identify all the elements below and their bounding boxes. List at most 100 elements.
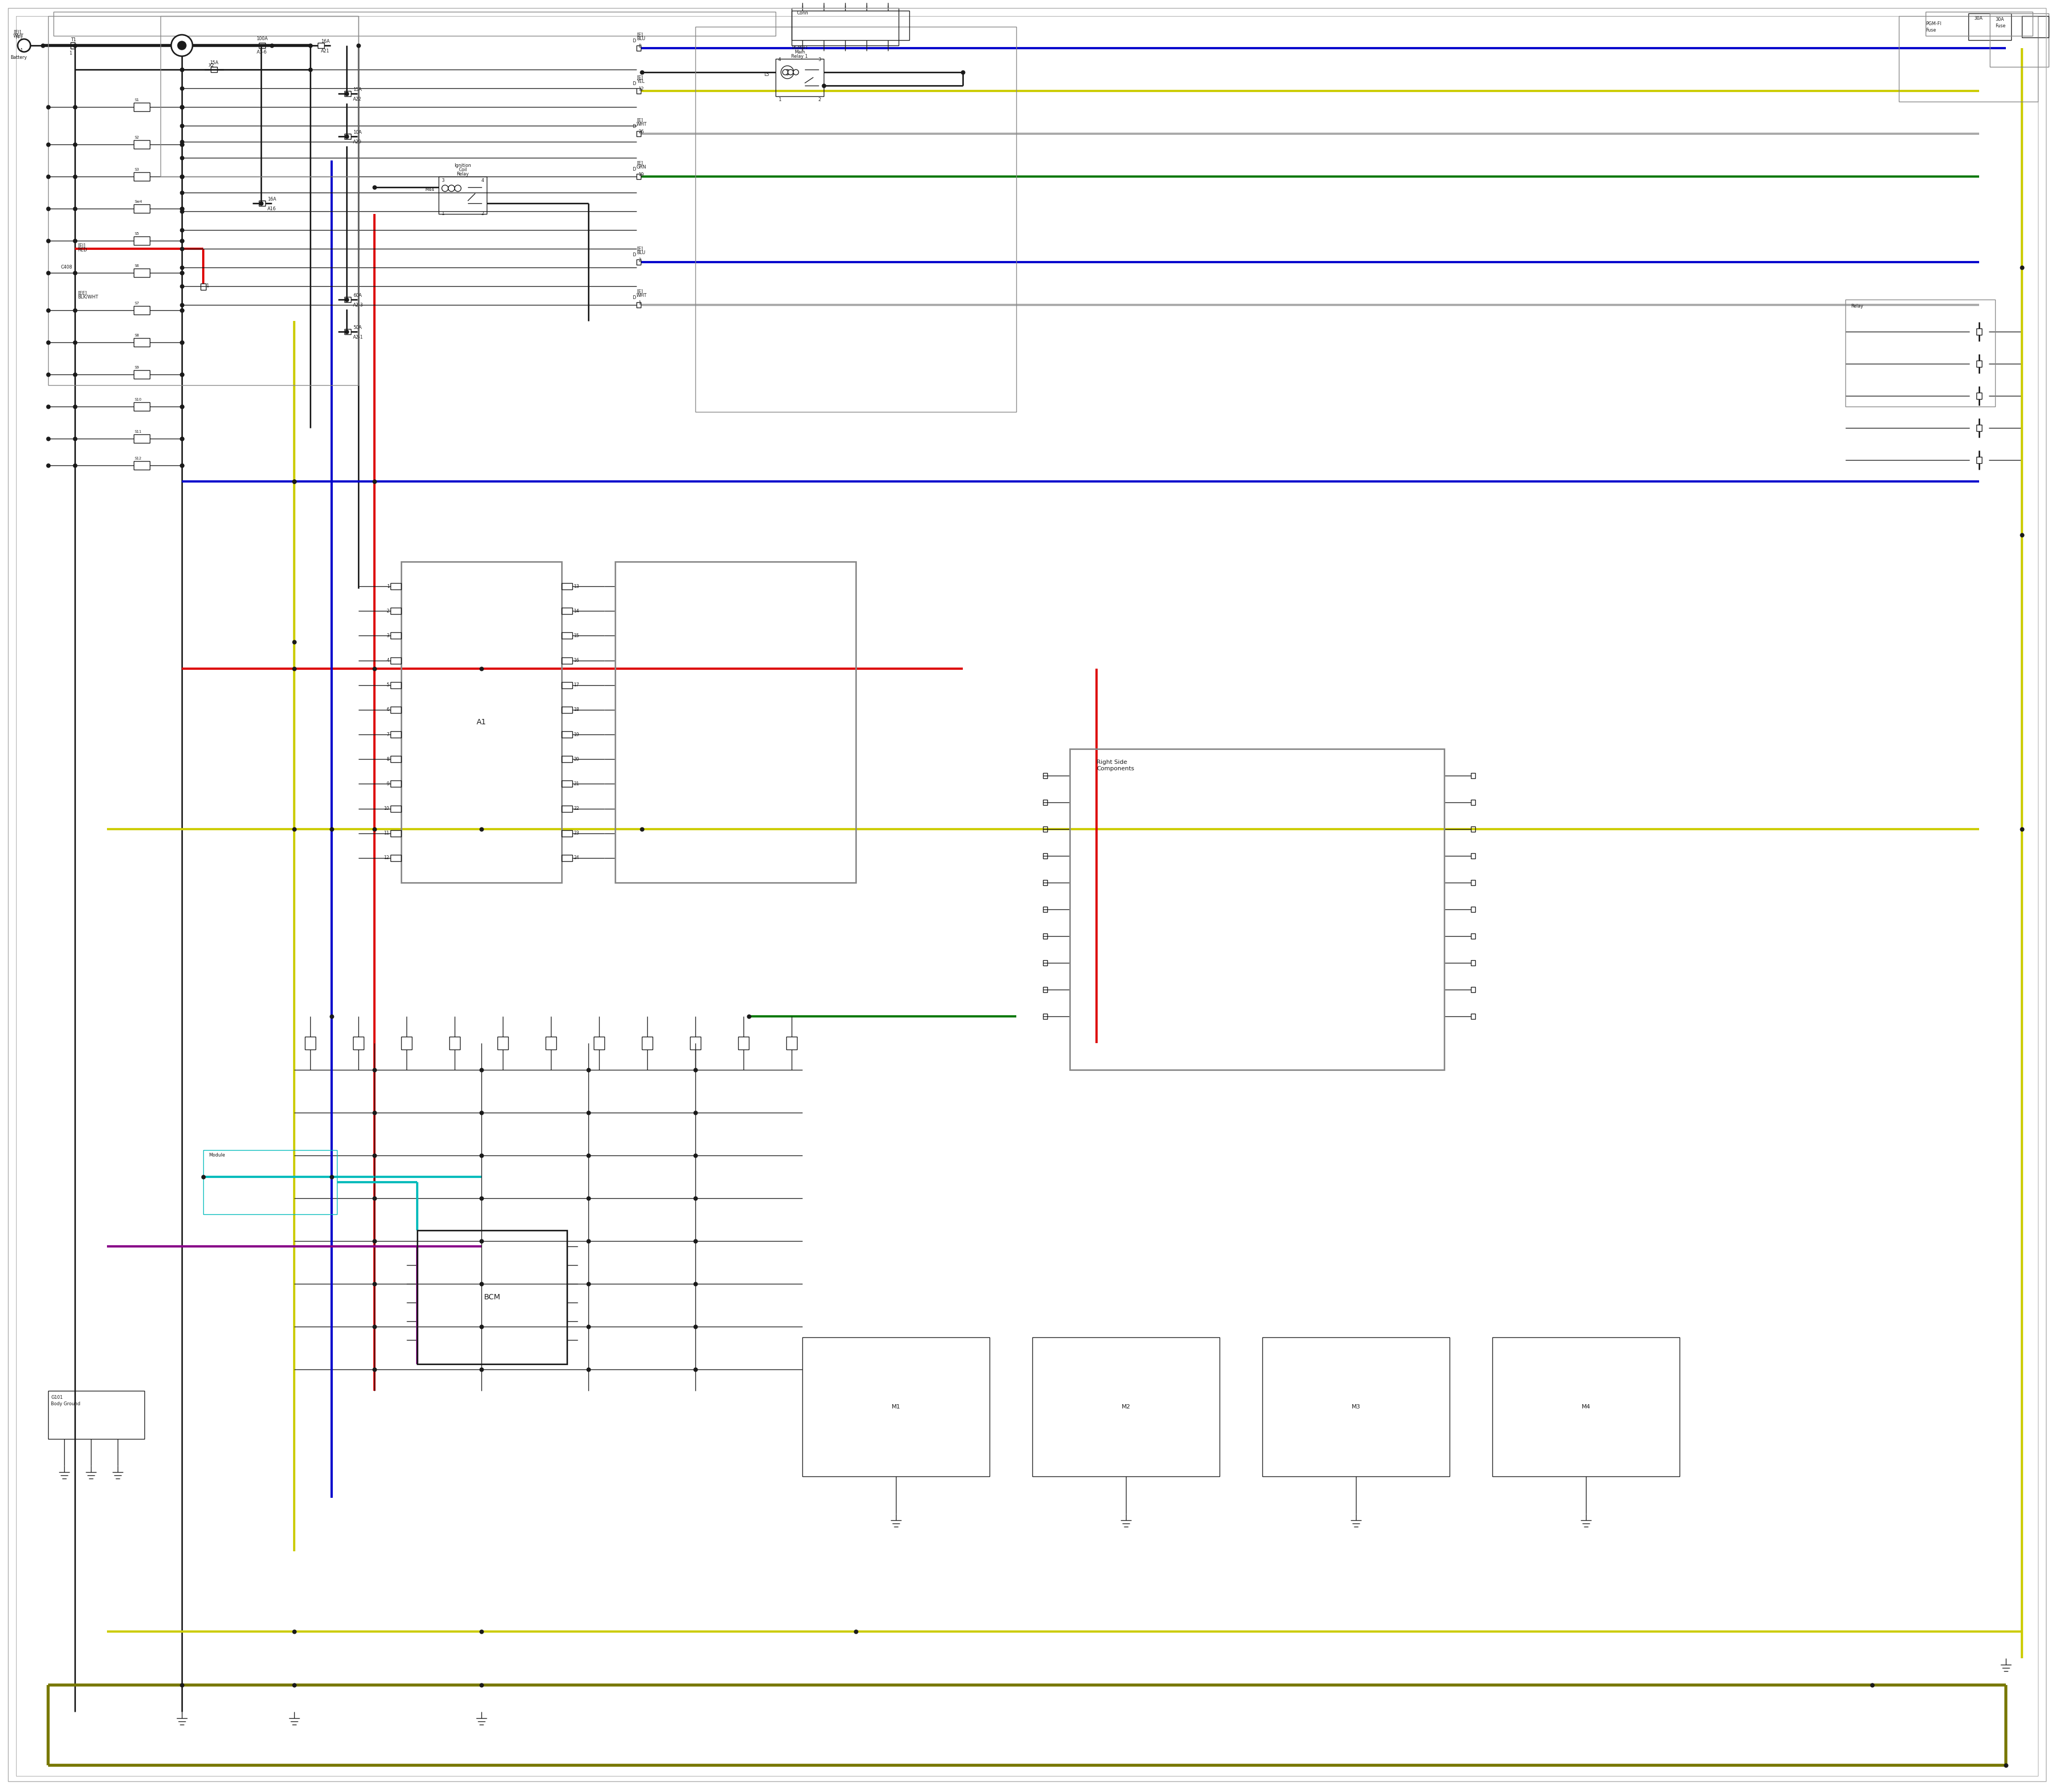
Text: [EJ]: [EJ] [78, 244, 86, 249]
Bar [390, 633, 401, 640]
Text: D: D [633, 167, 635, 172]
Bar [1471, 987, 1475, 993]
Bar [561, 607, 573, 615]
Bar [1976, 425, 1982, 432]
Text: 8: 8 [386, 756, 390, 762]
Text: 2: 2 [817, 97, 822, 102]
Bar [1471, 961, 1475, 966]
Text: 19: 19 [639, 172, 643, 177]
Text: BCM: BCM [485, 1294, 501, 1301]
Text: 26: 26 [639, 129, 643, 134]
Text: M44: M44 [425, 186, 433, 192]
Bar [47, 16, 357, 385]
Text: PGM-FI: PGM-FI [1927, 22, 1941, 27]
Bar [134, 102, 150, 111]
Bar [318, 43, 325, 48]
Bar [737, 1038, 750, 1050]
Text: X2: X2 [210, 63, 214, 68]
Bar [440, 177, 487, 213]
Bar [390, 731, 401, 738]
Text: 17: 17 [573, 683, 579, 688]
Text: A2-1: A2-1 [353, 335, 364, 340]
Bar [1043, 1014, 1048, 1020]
Bar [1043, 961, 1048, 966]
Bar [1493, 1337, 1680, 1477]
Text: Body Ground: Body Ground [51, 1401, 80, 1407]
Bar [1471, 772, 1475, 778]
Text: S8: S8 [136, 333, 140, 337]
Text: 2: 2 [386, 609, 390, 613]
Bar [450, 1038, 460, 1050]
Text: 23: 23 [573, 831, 579, 835]
Text: C408: C408 [60, 265, 72, 269]
Text: Fuse: Fuse [1927, 29, 1937, 32]
Text: 24: 24 [573, 855, 579, 860]
Text: 6: 6 [386, 708, 390, 711]
Bar [1043, 772, 1048, 778]
Bar [47, 1391, 144, 1439]
Text: A21: A21 [320, 48, 329, 54]
Text: Conn: Conn [797, 11, 809, 16]
Text: 100A: 100A [257, 36, 267, 41]
Bar [134, 269, 150, 278]
Bar [201, 283, 205, 290]
Bar [1927, 13, 2033, 36]
Text: 15A: 15A [210, 61, 218, 65]
Bar [134, 140, 150, 149]
Bar [1968, 13, 2011, 39]
Bar [70, 43, 74, 48]
Bar [1844, 299, 1994, 407]
Bar [1043, 880, 1048, 885]
Bar [561, 781, 573, 787]
Circle shape [793, 70, 799, 75]
Text: Battery: Battery [10, 56, 27, 59]
Bar [1471, 1014, 1475, 1020]
Bar [134, 401, 150, 410]
Bar [345, 134, 351, 140]
Circle shape [454, 185, 460, 192]
Text: 4: 4 [778, 57, 781, 63]
Text: S1: S1 [136, 99, 140, 102]
Bar [353, 1038, 364, 1050]
Bar [1043, 907, 1048, 912]
Bar [641, 1038, 653, 1050]
Text: M4: M4 [1582, 1405, 1590, 1410]
Bar [1976, 457, 1982, 464]
Text: L5: L5 [764, 72, 768, 77]
Bar [561, 582, 573, 590]
Bar [1471, 907, 1475, 912]
Text: S6: S6 [136, 263, 140, 267]
Text: D: D [633, 38, 635, 43]
Text: D: D [633, 296, 635, 299]
Bar [390, 781, 401, 787]
Text: S12: S12 [136, 457, 142, 461]
Text: S5: S5 [136, 233, 140, 235]
Bar [1471, 799, 1475, 805]
Text: S10: S10 [136, 398, 142, 401]
Text: D: D [633, 81, 635, 86]
Bar [390, 683, 401, 688]
Text: D: D [633, 124, 635, 129]
Circle shape [18, 39, 31, 52]
Text: WHT: WHT [637, 122, 647, 127]
Text: 12: 12 [639, 86, 643, 91]
Bar [1898, 16, 2038, 102]
Text: BLU: BLU [637, 251, 645, 254]
Text: S11: S11 [136, 430, 142, 434]
Bar [791, 11, 910, 39]
Text: 4: 4 [386, 658, 390, 663]
Text: S9: S9 [136, 366, 140, 369]
Text: [E]: [E] [637, 75, 643, 79]
Bar [561, 633, 573, 640]
Text: 10: 10 [384, 806, 390, 812]
Bar [803, 1337, 990, 1477]
Bar [1990, 13, 2048, 66]
Bar [561, 683, 573, 688]
Text: 20: 20 [573, 756, 579, 762]
Text: A1-6: A1-6 [257, 50, 267, 54]
Bar [1070, 749, 1444, 1070]
Bar [134, 306, 150, 315]
Bar [791, 7, 900, 45]
Text: 22: 22 [573, 806, 579, 812]
Bar [390, 756, 401, 762]
